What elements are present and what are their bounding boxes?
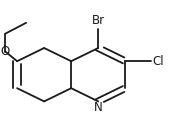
Text: Br: Br xyxy=(92,14,105,27)
Text: N: N xyxy=(94,101,103,114)
Text: Cl: Cl xyxy=(153,55,164,68)
Text: O: O xyxy=(1,45,10,58)
